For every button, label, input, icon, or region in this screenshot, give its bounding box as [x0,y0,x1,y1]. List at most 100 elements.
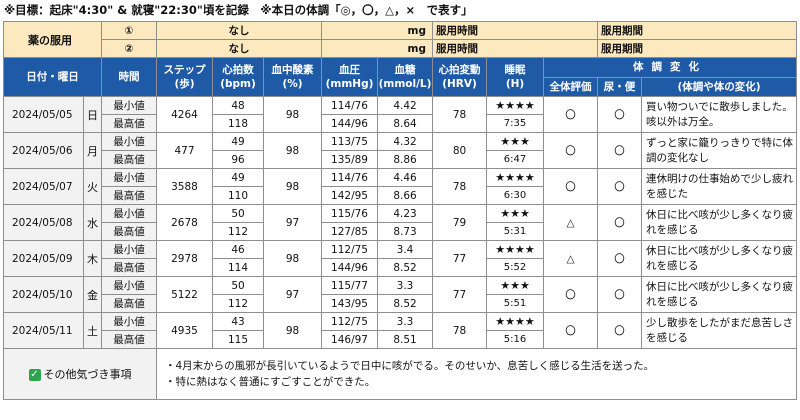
bp-min-cell: 115/76 [321,204,379,223]
bp-min-cell: 114/76 [321,168,379,187]
max-label: 最高値 [101,150,157,169]
max-label: 最高値 [101,222,157,241]
med-row-2: ② なし mg 服用時間 服用期間 [4,39,798,58]
other-notes: ・4月末からの風邪が長引いているようで日中に咳がでる。そのせいか、息苦しく感じる… [155,348,798,400]
bp-max-cell: 143/95 [321,294,379,313]
header-subrow: 全体評価 尿・便 (体調や体の変化) [4,76,798,97]
header-condition: 体調変化 [543,57,798,78]
max-label: 最高値 [101,186,157,205]
max-label: 最高値 [101,258,157,277]
other-notes-row: ✓ その他気づき事項 ・4月末からの風邪が長引いているようで日中に咳がでる。そのせい… [3,348,798,400]
med-num-2: ② [101,39,157,58]
other-line-2: ・特に熱はなく普通にすごすことができた。 [165,376,376,388]
hrv-cell: 78 [432,312,488,349]
sleep-stars: ★★★★ [486,96,545,115]
hr-min-cell: 43 [212,312,264,331]
bp-max-cell: 146/97 [321,330,379,349]
hr-min-cell: 50 [212,276,264,295]
note-cell: 買い物ついでに散歩しました。咳以外は万全。 [641,96,798,133]
bp-max-cell: 144/96 [321,114,379,133]
min-label: 最小値 [101,204,157,223]
steps-cell: 4264 [156,96,213,133]
med-period-1: 服用期間 [597,21,798,40]
med-time-2: 服用時間 [432,39,599,58]
date-cell: 2024/05/09 [3,240,84,277]
checkbox-icon: ✓ [28,369,41,381]
sugar-min-cell: 3.3 [377,312,434,331]
toilet-cell: 〇 [597,132,643,169]
other-line-1: ・4月末からの風邪が長引いているようで日中に咳がでる。そのせいか、息苦しく感じる… [165,360,655,372]
min-label: 最小値 [101,132,157,151]
goal-text: ※目標：起床"4:30" & 就寝"22:30"頃を記録 ※本日の体調「◎，〇，… [4,3,473,17]
hr-min-cell: 50 [212,204,264,223]
table-row: 2024/05/09 木最小値 2978 46 98 112/75 3.4 77 ★★★★ △ 〇休… [3,240,798,277]
note-cell: 休日に比べ咳が少し多くなり疲れを感じる [641,276,798,313]
max-label: 最高値 [101,114,157,133]
sleep-stars: ★★★ [486,204,545,223]
steps-cell: 2678 [156,204,213,241]
bp-min-cell: 113/75 [321,132,379,151]
bp-min-cell: 114/76 [321,96,379,115]
hr-min-cell: 49 [212,168,264,187]
header-toilet: 尿・便 [597,76,643,97]
toilet-cell: 〇 [597,168,643,205]
toilet-cell: 〇 [597,204,643,241]
hrv-cell: 79 [432,204,488,241]
sugar-max-cell: 8.52 [377,294,434,313]
max-label: 最高値 [101,294,157,313]
note-cell: ずっと家に籠りっきりで特に体調の変化なし [641,132,798,169]
date-cell: 2024/05/05 [3,96,84,133]
max-label: 最高値 [101,330,157,349]
spo2-cell: 98 [262,132,323,169]
hr-max-cell: 114 [212,258,264,277]
sugar-max-cell: 8.51 [377,330,434,349]
med-unit-1: mg [321,21,434,40]
sleep-time-cell: 6:30 [486,186,545,205]
table-row: 2024/05/07 火最小値 3588 49 98 114/76 4.46 78 ★★★★ 〇〇… [3,168,798,205]
sugar-min-cell: 4.46 [377,168,434,187]
med-time-1: 服用時間 [432,21,599,40]
table-row: 最高値 114 144/96 8.52 5:52 [4,258,797,277]
table-row: 2024/05/11 土最小値 4935 43 98 112/75 3.3 78 ★★★★ 〇〇少… [3,312,798,349]
header-overall: 全体評価 [543,76,599,97]
med-name-2: なし [155,39,323,58]
sugar-min-cell: 3.3 [377,276,434,295]
hrv-cell: 78 [432,96,488,133]
table-row: 最高値 112 143/95 8.52 5:51 [4,294,797,313]
med-period-2: 服用期間 [597,39,798,58]
overall-cell: △ [543,240,599,277]
overall-cell: 〇 [543,132,599,169]
hr-max-cell: 118 [212,114,264,133]
sugar-min-cell: 4.32 [377,132,434,151]
hrv-cell: 78 [432,168,488,205]
bp-max-cell: 127/85 [321,222,379,241]
med-name-1: なし [155,21,323,40]
sugar-max-cell: 8.73 [377,222,434,241]
bp-max-cell: 135/89 [321,150,379,169]
hr-max-cell: 96 [212,150,264,169]
header-steps: ステップ (歩) [156,57,213,97]
spo2-cell: 98 [262,168,323,205]
sugar-max-cell: 8.64 [377,114,434,133]
table-row: 2024/05/10 金最小値 5122 50 97 115/77 3.3 77 ★★★ 〇〇休日… [3,276,798,313]
header-bp: 血圧 (mmHg) [321,57,379,97]
table-row: 最高値 112 127/85 8.73 5:31 [4,222,797,241]
header-hrv: 心拍変動 (HRV) [432,57,488,97]
table-row: 最高値 118 144/96 8.64 7:35 [4,114,797,133]
note-cell: 休日に比べ咳が少し多くなり疲れを感じる [641,204,798,241]
min-label: 最小値 [101,276,157,295]
sleep-stars: ★★★★ [486,240,545,259]
table-row: 2024/05/05 日最小値 4264 48 98 114/76 4.42 78 ★★★★ 〇〇… [3,96,798,133]
med-num-1: ① [101,21,157,40]
note-cell: 休日に比べ咳が少し多くなり疲れを感じる [641,240,798,277]
spo2-cell: 97 [262,204,323,241]
hrv-cell: 77 [432,240,488,277]
bp-min-cell: 112/75 [321,312,379,331]
other-label-cell: ✓ その他気づき事項 [3,348,157,400]
overall-cell: 〇 [543,312,599,349]
sugar-max-cell: 8.52 [377,258,434,277]
min-label: 最小値 [101,240,157,259]
hr-max-cell: 112 [212,222,264,241]
overall-cell: 〇 [543,168,599,205]
header-date: 日付・曜日 [3,57,102,97]
